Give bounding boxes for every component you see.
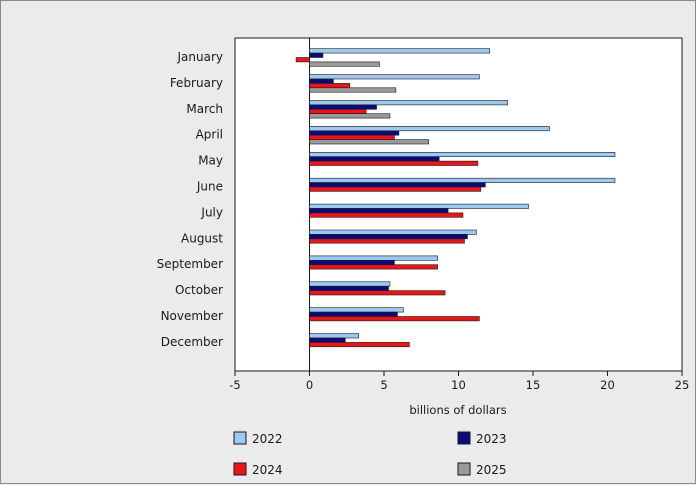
bar-2024-april — [309, 134, 395, 140]
x-tick-label: -5 — [229, 378, 240, 392]
category-label: February — [170, 76, 223, 90]
legend-swatch-2022 — [233, 431, 247, 445]
bar-2023-january — [309, 52, 324, 58]
legend-swatch-2024 — [233, 462, 247, 476]
legend-swatch-2023 — [457, 431, 471, 445]
bar-2024-september — [309, 264, 438, 270]
category-label: April — [196, 128, 223, 142]
bar-2024-november — [309, 316, 480, 322]
bar-2022-february — [309, 74, 480, 80]
bar-2024-june — [309, 186, 482, 192]
x-tick-label: 20 — [600, 378, 615, 392]
bar-2022-january — [309, 48, 491, 54]
legend-swatch-2025 — [457, 462, 471, 476]
category-label: May — [198, 154, 223, 168]
bar-2023-march — [309, 104, 377, 110]
bar-2022-august — [309, 229, 477, 235]
bar-2022-may — [309, 152, 616, 158]
x-tick-label: 25 — [675, 378, 690, 392]
bar-2025-april — [309, 139, 429, 145]
x-tick-label: 0 — [306, 378, 313, 392]
bar-2024-february — [309, 83, 351, 89]
bar-2022-november — [309, 307, 404, 313]
bar-2023-november — [309, 311, 398, 317]
category-label: November — [161, 309, 223, 323]
category-label: October — [175, 283, 223, 297]
category-label: July — [200, 205, 223, 219]
bar-2023-september — [309, 259, 395, 265]
bar-2022-december — [309, 333, 359, 339]
bar-2023-april — [309, 130, 400, 136]
bar-2022-october — [309, 281, 391, 287]
bar-2024-august — [309, 238, 465, 244]
category-label: June — [196, 180, 223, 194]
bar-2023-may — [309, 156, 440, 162]
legend-label-2022: 2022 — [252, 432, 283, 446]
x-tick-label: 10 — [451, 378, 466, 392]
bar-2023-june — [309, 182, 486, 188]
bar-2024-march — [309, 109, 367, 115]
bar-2025-february — [309, 87, 397, 93]
bar-2022-june — [309, 177, 616, 183]
bar-2023-december — [309, 337, 346, 343]
bar-2024-july — [309, 212, 464, 218]
bar-2023-october — [309, 285, 389, 291]
category-label: September — [157, 257, 223, 271]
bar-2022-september — [309, 255, 438, 261]
category-label: March — [186, 102, 223, 116]
x-tick-label: 15 — [526, 378, 541, 392]
bar-2024-october — [309, 290, 446, 296]
bar-2023-july — [309, 208, 449, 214]
legend-label-2025: 2025 — [476, 463, 507, 477]
category-label: January — [177, 50, 224, 64]
category-label: August — [181, 231, 223, 245]
bar-2022-april — [309, 126, 550, 132]
bar-2022-july — [309, 203, 529, 209]
bar-2023-august — [309, 234, 468, 240]
legend-label-2024: 2024 — [252, 463, 283, 477]
category-label: December — [161, 335, 223, 349]
bar-2024-may — [309, 160, 479, 166]
bar-2024-december — [309, 342, 410, 348]
bar-2022-march — [309, 100, 508, 106]
x-tick-label: 5 — [380, 378, 387, 392]
bar-2025-january — [309, 61, 380, 67]
bar-2025-march — [309, 113, 391, 119]
x-axis-title: billions of dollars — [409, 403, 506, 417]
bar-2023-february — [309, 78, 334, 84]
legend-label-2023: 2023 — [476, 432, 507, 446]
bar-2024-january — [295, 57, 310, 63]
